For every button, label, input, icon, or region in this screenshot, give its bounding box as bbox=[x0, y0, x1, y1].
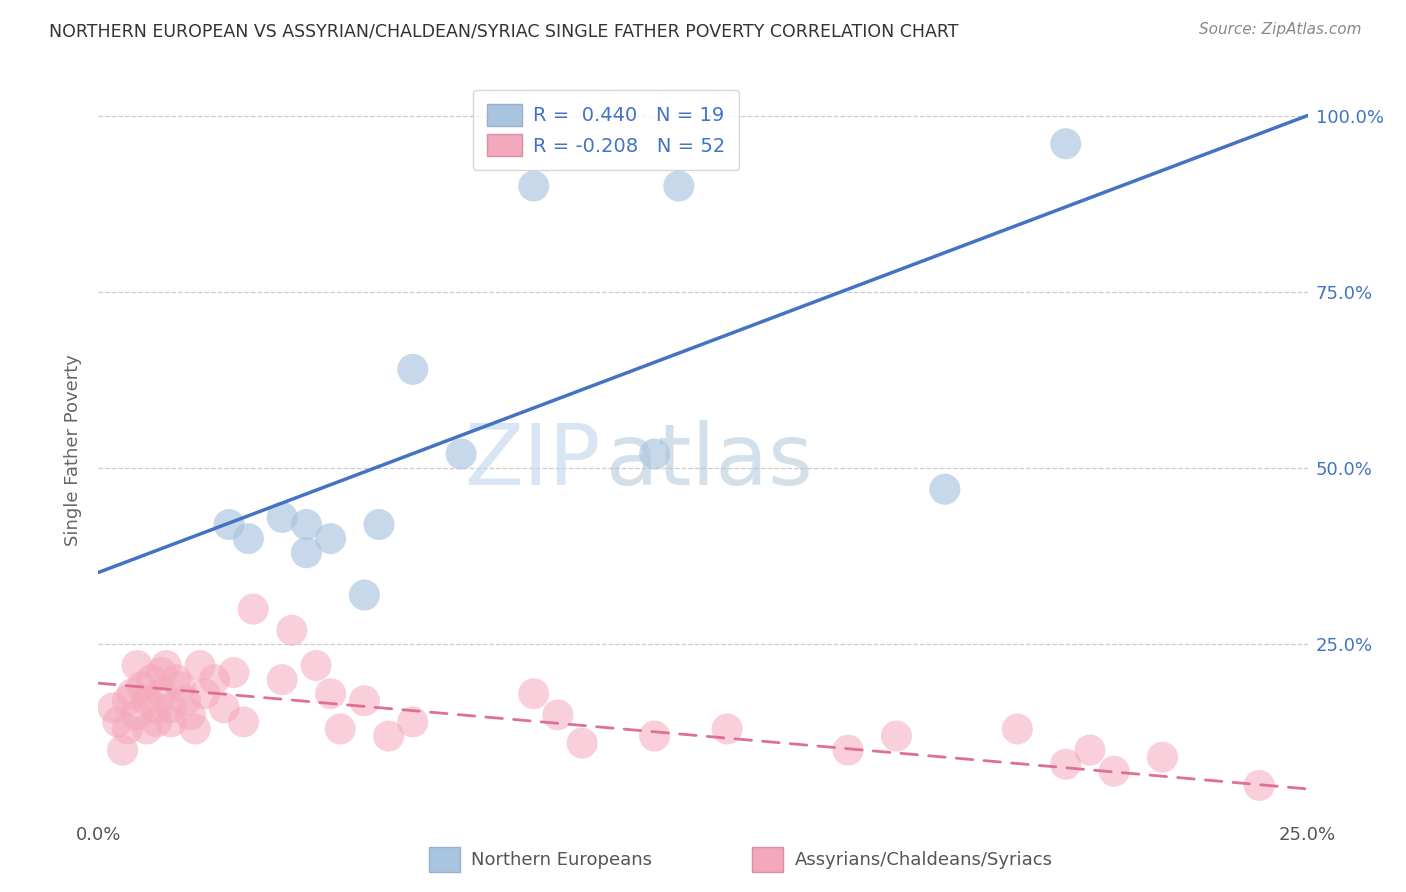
Point bbox=[1249, 778, 1271, 792]
Point bbox=[1102, 764, 1125, 779]
Point bbox=[145, 714, 167, 729]
Point bbox=[716, 722, 738, 736]
Point bbox=[281, 624, 304, 638]
Point bbox=[368, 517, 391, 532]
Point bbox=[271, 673, 294, 687]
Point bbox=[155, 658, 177, 673]
Point bbox=[160, 714, 183, 729]
Point bbox=[174, 694, 197, 708]
Point bbox=[117, 722, 139, 736]
Point bbox=[1152, 750, 1174, 764]
Point bbox=[644, 447, 666, 461]
Point bbox=[329, 722, 352, 736]
Point bbox=[305, 658, 328, 673]
Point bbox=[127, 707, 149, 722]
Point bbox=[107, 714, 129, 729]
Text: Assyrians/Chaldeans/Syriacs: Assyrians/Chaldeans/Syriacs bbox=[794, 851, 1052, 869]
Text: Source: ZipAtlas.com: Source: ZipAtlas.com bbox=[1198, 22, 1361, 37]
Point bbox=[242, 602, 264, 616]
Point bbox=[319, 687, 342, 701]
Point bbox=[644, 729, 666, 743]
Point bbox=[547, 707, 569, 722]
Point bbox=[571, 736, 593, 750]
Point bbox=[150, 687, 173, 701]
Point bbox=[131, 680, 153, 694]
Point bbox=[194, 687, 217, 701]
Point bbox=[218, 517, 240, 532]
Point bbox=[141, 673, 163, 687]
Point bbox=[111, 743, 134, 757]
Text: ZIP: ZIP bbox=[464, 420, 600, 503]
Point bbox=[1054, 757, 1077, 772]
Point bbox=[165, 673, 187, 687]
Point bbox=[1054, 136, 1077, 151]
Point bbox=[135, 722, 157, 736]
Point bbox=[117, 694, 139, 708]
Point bbox=[188, 658, 211, 673]
Point bbox=[295, 546, 318, 560]
Point bbox=[121, 687, 143, 701]
Point bbox=[135, 694, 157, 708]
Point bbox=[127, 658, 149, 673]
Point bbox=[934, 482, 956, 496]
Point bbox=[204, 673, 226, 687]
Point bbox=[222, 665, 245, 680]
Point bbox=[353, 588, 375, 602]
Point bbox=[145, 701, 167, 715]
Text: NORTHERN EUROPEAN VS ASSYRIAN/CHALDEAN/SYRIAC SINGLE FATHER POVERTY CORRELATION : NORTHERN EUROPEAN VS ASSYRIAN/CHALDEAN/S… bbox=[49, 22, 959, 40]
Legend: R =  0.440   N = 19, R = -0.208   N = 52: R = 0.440 N = 19, R = -0.208 N = 52 bbox=[474, 90, 740, 169]
Point bbox=[212, 701, 235, 715]
Point bbox=[353, 694, 375, 708]
Point bbox=[271, 510, 294, 524]
Text: atlas: atlas bbox=[606, 420, 814, 503]
Point bbox=[232, 714, 254, 729]
Point bbox=[523, 179, 546, 194]
Point bbox=[319, 532, 342, 546]
Point bbox=[1007, 722, 1029, 736]
Point bbox=[184, 722, 207, 736]
Point bbox=[238, 532, 260, 546]
Point bbox=[450, 447, 472, 461]
Point bbox=[160, 701, 183, 715]
Point bbox=[150, 665, 173, 680]
Point bbox=[101, 701, 124, 715]
Point bbox=[668, 179, 690, 194]
Point bbox=[402, 362, 425, 376]
Point bbox=[402, 714, 425, 729]
Point bbox=[179, 707, 201, 722]
Y-axis label: Single Father Poverty: Single Father Poverty bbox=[65, 354, 83, 547]
Point bbox=[377, 729, 399, 743]
Point bbox=[886, 729, 908, 743]
Point bbox=[837, 743, 859, 757]
Point bbox=[295, 517, 318, 532]
Text: Northern Europeans: Northern Europeans bbox=[471, 851, 652, 869]
Point bbox=[523, 687, 546, 701]
Point bbox=[1078, 743, 1101, 757]
Point bbox=[169, 680, 191, 694]
